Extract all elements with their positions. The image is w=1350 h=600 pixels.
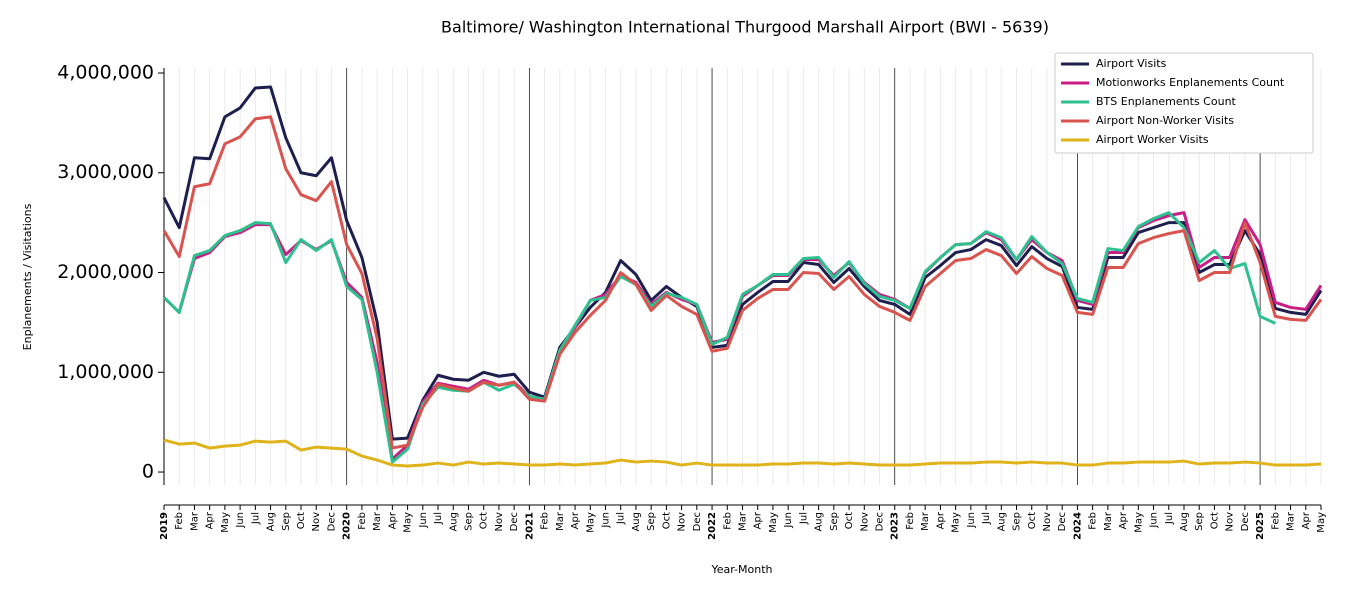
x-tick-label: Nov — [859, 512, 870, 532]
x-tick-label: Mar — [1286, 511, 1297, 531]
x-tick-label: Sep — [1194, 512, 1205, 531]
x-tick-label: Jun — [783, 512, 794, 529]
x-tick-label: Jul — [798, 512, 809, 525]
x-tick-label: Jul — [250, 512, 261, 525]
x-tick-label: Aug — [996, 512, 1007, 532]
x-tick-label: Mar — [372, 511, 383, 531]
x-tick-label: Dec — [875, 512, 886, 531]
legend-label: Airport Non-Worker Visits — [1096, 114, 1234, 127]
x-tick-label: May — [951, 512, 962, 533]
x-tick-label: Oct — [1027, 512, 1038, 529]
series-line — [162, 211, 1276, 464]
x-tick-label: May — [1316, 512, 1327, 533]
x-tick-label: Nov — [494, 512, 505, 532]
x-tick-label: Apr — [570, 511, 581, 529]
chart-title: Baltimore/ Washington International Thur… — [441, 18, 1049, 37]
x-tick-label: Feb — [174, 512, 185, 530]
x-tick-label: Nov — [311, 512, 322, 532]
x-axis-label: Year-Month — [710, 563, 772, 576]
legend-box — [1054, 52, 1314, 154]
legend-label: BTS Enplanements Count — [1096, 95, 1237, 108]
y-tick-label: 0 — [142, 461, 154, 483]
x-tick-label: May — [585, 512, 596, 533]
x-tick-label: Sep — [281, 512, 292, 531]
x-tick-label: Oct — [479, 512, 490, 529]
x-tick-label: Dec — [1057, 512, 1068, 531]
x-tick-label: May — [768, 512, 779, 533]
x-tick-label: Jun — [1149, 512, 1160, 529]
x-tick-label: Dec — [326, 512, 337, 531]
x-tick-label: Oct — [661, 512, 672, 529]
x-tick-label: Apr — [205, 511, 216, 529]
x-tick-label: Apr — [387, 511, 398, 529]
x-tick-label: Aug — [266, 512, 277, 532]
legend: Airport Visits Motionworks Enplanements C… — [1054, 52, 1314, 154]
x-tick-label: 2020 — [342, 512, 353, 540]
x-tick-label: Mar — [189, 511, 200, 531]
x-tick-label: Oct — [296, 512, 307, 529]
x-tick-label: 2023 — [890, 512, 901, 540]
x-tick-label: Nov — [1042, 512, 1053, 532]
series-line — [163, 438, 1322, 468]
x-tick-label: May — [1133, 512, 1144, 533]
series-line — [162, 85, 1323, 441]
x-tick-label: Aug — [814, 512, 825, 532]
x-tick-label: Nov — [677, 512, 688, 532]
x-tick-label: Mar — [1103, 511, 1114, 531]
x-tick-label: Dec — [509, 512, 520, 531]
x-tick-label: Jun — [418, 512, 429, 529]
y-tick-label: 3,000,000 — [57, 161, 154, 183]
x-tick-label: Jul — [433, 512, 444, 525]
x-tick-label: Aug — [1179, 512, 1190, 532]
x-tick-label: Jun — [966, 512, 977, 529]
x-tick-label: Jul — [616, 512, 627, 525]
x-tick-label: Jun — [235, 512, 246, 529]
x-tick-label: 2021 — [524, 512, 535, 540]
x-tick-label: Sep — [829, 512, 840, 531]
x-tick-label: Jul — [1164, 512, 1175, 525]
x-tick-label: May — [220, 512, 231, 533]
x-tick-label: Feb — [540, 512, 551, 530]
legend-label: Airport Visits — [1096, 57, 1167, 70]
x-tick-label: Apr — [753, 511, 764, 529]
y-tick-label: 2,000,000 — [57, 261, 154, 283]
x-tick-label: Apr — [1118, 511, 1129, 529]
x-tick-label: 2025 — [1255, 512, 1266, 540]
x-tick-label: Nov — [1225, 512, 1236, 532]
x-tick-label: Aug — [448, 512, 459, 532]
x-tick-label: Apr — [1301, 511, 1312, 529]
x-tick-label: Dec — [1240, 512, 1251, 531]
y-tick-label: 4,000,000 — [57, 61, 154, 83]
x-tick-label: Jun — [600, 512, 611, 529]
x-tick-label: 2024 — [1072, 512, 1083, 540]
x-tick-label: Feb — [905, 512, 916, 530]
x-tick-label: Feb — [722, 512, 733, 530]
y-tick-label: 1,000,000 — [57, 361, 154, 383]
x-tick-label: Apr — [935, 511, 946, 529]
x-tick-label: Sep — [463, 512, 474, 531]
x-tick-label: Oct — [844, 512, 855, 529]
x-tick-label: Dec — [692, 512, 703, 531]
x-tick-label: 2022 — [707, 512, 718, 540]
x-tick-label: Sep — [646, 512, 657, 531]
x-tick-label: 2019 — [159, 512, 170, 540]
x-tick-label: Aug — [631, 512, 642, 532]
y-axis-label: Enplanements / Visitations — [21, 203, 34, 350]
x-tick-label: Feb — [1088, 512, 1099, 530]
x-tick-label: Mar — [555, 511, 566, 531]
legend-label: Airport Worker Visits — [1096, 133, 1209, 146]
legend-label: Motionworks Enplanements Count — [1096, 76, 1285, 89]
x-tick-label: Sep — [1012, 512, 1023, 531]
x-tick-label: May — [403, 512, 414, 533]
x-tick-label: Jul — [981, 512, 992, 525]
x-tick-label: Feb — [357, 512, 368, 530]
x-tick-label: Mar — [920, 511, 931, 531]
x-tick-label: Oct — [1209, 512, 1220, 529]
x-tick-label: Feb — [1270, 512, 1281, 530]
series-line — [162, 115, 1323, 450]
x-tick-label: Mar — [738, 511, 749, 531]
